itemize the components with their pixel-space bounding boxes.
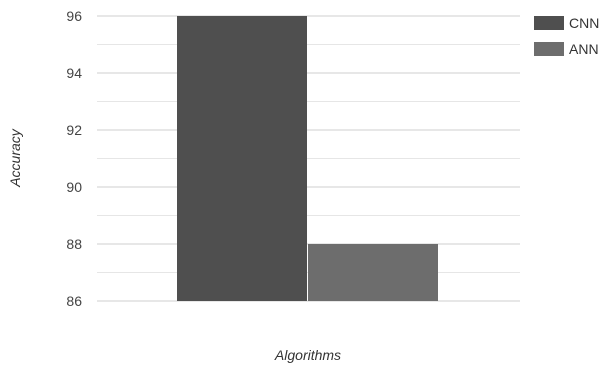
bars [177,16,438,301]
y-tick-label: 94 [66,65,82,81]
legend-label-cnn: CNN [569,15,599,31]
y-axis-title: Accuracy [7,128,23,188]
y-tick-label: 88 [66,236,82,252]
bar-cnn [177,16,307,301]
legend: CNN ANN [534,15,599,57]
legend-swatch-cnn [534,16,564,30]
legend-swatch-ann [534,42,564,56]
y-tick-label: 86 [66,293,82,309]
y-tick-label: 90 [66,179,82,195]
y-axis-ticks: 86 88 90 92 94 96 [66,8,82,309]
bar-ann [308,244,438,301]
legend-label-ann: ANN [569,41,599,57]
x-axis-title: Algorithms [274,347,341,363]
gridlines [97,15,520,302]
y-tick-label: 92 [66,122,82,138]
y-tick-label: 96 [66,8,82,24]
